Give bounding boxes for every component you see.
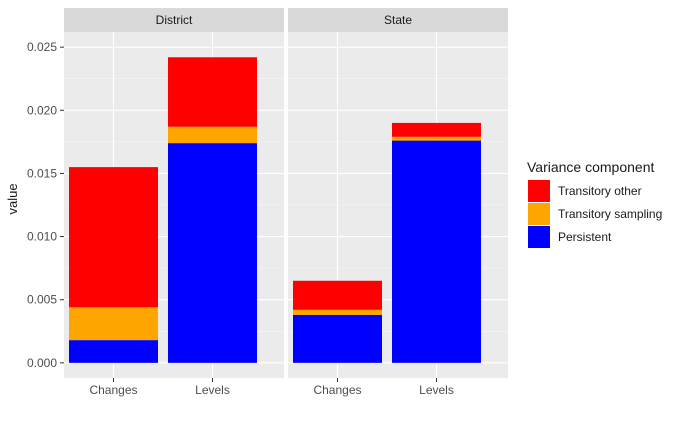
facet-strip (288, 8, 508, 32)
bar-transitory-other-changes (293, 280, 382, 310)
y-axis-title: value (5, 183, 20, 214)
legend-item: Persistent (528, 226, 612, 248)
legend-key (528, 226, 550, 248)
legend-title: Variance component (527, 159, 654, 175)
y-tick-label: 0.015 (27, 166, 57, 180)
panel-state: State Changes Levels (288, 8, 508, 397)
y-tick-label: 0.025 (27, 40, 57, 54)
bar-transitory-sampling-changes (69, 307, 158, 341)
x-tick-label: Changes (313, 383, 361, 397)
panel-district: District Changes Levels (64, 8, 284, 397)
bar-transitory-other-levels (168, 57, 257, 127)
legend: Variance component Transitory other Trans… (527, 159, 662, 248)
legend-item: Transitory sampling (528, 203, 662, 225)
facet-label: State (384, 13, 412, 27)
x-tick-label: Levels (195, 383, 230, 397)
x-tick-label: Changes (89, 383, 137, 397)
bar-persistent-changes (293, 314, 382, 363)
bar-transitory-other-levels (392, 122, 481, 137)
y-tick-label: 0.010 (27, 230, 57, 244)
bar-transitory-sampling-levels (392, 136, 481, 141)
legend-label: Transitory other (558, 184, 642, 198)
bar-transitory-sampling-levels (168, 126, 257, 144)
legend-item: Transitory other (528, 180, 642, 202)
facet-label: District (156, 13, 193, 27)
y-tick-label: 0.005 (27, 293, 57, 307)
bar-persistent-changes (69, 340, 158, 363)
y-tick-label: 0.020 (27, 103, 57, 117)
legend-label: Transitory sampling (558, 207, 662, 221)
legend-key (528, 180, 550, 202)
y-axis: 0.000 0.005 0.010 0.015 0.020 0.025 (27, 40, 64, 370)
bar-transitory-other-changes (69, 167, 158, 308)
bar-persistent-levels (168, 143, 257, 363)
legend-label: Persistent (558, 230, 612, 244)
legend-key (528, 203, 550, 225)
bar-persistent-levels (392, 140, 481, 363)
bar-transitory-sampling-changes (293, 309, 382, 315)
y-tick-label: 0.000 (27, 356, 57, 370)
x-tick-label: Levels (419, 383, 454, 397)
facet-strip (64, 8, 284, 32)
panels: District Changes Levels State Changes Levels (64, 8, 508, 397)
